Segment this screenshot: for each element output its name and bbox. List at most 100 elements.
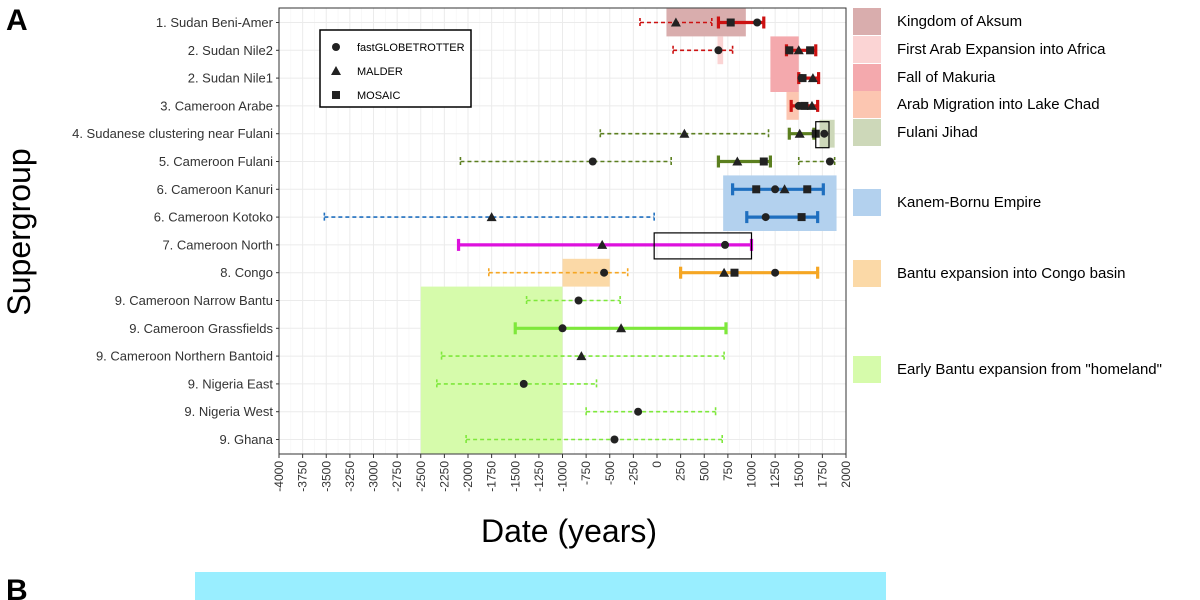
x-tick-labels: -4000 -3750 -3500 -3250 -3000 -2750 -2500 -2250… <box>272 454 853 492</box>
confidence-intervals <box>323 16 836 444</box>
legend-label: MOSAIC <box>357 90 400 102</box>
estimate-square <box>726 18 735 27</box>
period-legend-label: Bantu expansion into Congo basin <box>897 265 1126 282</box>
estimate-circle <box>558 324 567 333</box>
y-tick-label: 9. Nigeria West <box>184 404 273 419</box>
panel-b-bar <box>195 572 886 600</box>
period-legend-swatch <box>853 260 881 287</box>
y-tick-label: 8. Congo <box>220 265 273 280</box>
x-tick-label: -1750 <box>485 461 499 492</box>
estimate-triangle <box>576 351 587 361</box>
legend-key-square <box>332 91 340 99</box>
x-tick-label: -2000 <box>461 461 475 492</box>
x-tick-label: -1250 <box>532 461 546 492</box>
x-tick-label: -250 <box>626 461 640 485</box>
highlight-box <box>815 121 830 149</box>
x-tick-label: 1500 <box>792 461 806 488</box>
estimate-circle <box>771 268 780 277</box>
x-tick-label: -500 <box>603 461 617 485</box>
x-tick-label: 750 <box>721 461 735 481</box>
estimate-circle <box>610 435 619 444</box>
y-tick-label: 9. Cameroon Northern Bantoid <box>96 349 273 364</box>
estimate-circle <box>825 157 834 166</box>
y-tick-label: 6. Cameroon Kanuri <box>157 182 273 197</box>
estimate-square <box>752 185 761 194</box>
y-tick-label: 3. Cameroon Arabe <box>160 98 273 113</box>
y-tick-label: 5. Cameroon Fulani <box>159 154 273 169</box>
estimate-square <box>798 74 807 83</box>
y-tick-label: 9. Cameroon Narrow Bantu <box>115 293 273 308</box>
y-tick-label: 9. Ghana <box>220 432 274 447</box>
period-band <box>770 36 799 92</box>
x-tick-label: -4000 <box>272 461 286 492</box>
y-tick-label: 6. Cameroon Kotoko <box>154 210 273 225</box>
period-legend-swatch <box>853 64 881 91</box>
x-tick-label: 1000 <box>745 461 759 488</box>
legend-key-circle <box>332 43 340 51</box>
x-tick-label: -3750 <box>296 461 310 492</box>
y-tick-labels: 1. Sudan Beni-Amer 2. Sudan Nile2 2. Sudan… <box>72 15 279 447</box>
x-axis-title: Date (years) <box>481 513 657 549</box>
estimate-triangle <box>807 73 818 83</box>
x-tick-label: 0 <box>650 461 664 468</box>
estimate-circle <box>820 129 829 138</box>
period-legend-swatch <box>853 119 881 146</box>
estimate-square <box>803 185 812 194</box>
period-legend-label: Fulani Jihad <box>897 124 978 141</box>
y-tick-label: 4. Sudanese clustering near Fulani <box>72 126 273 141</box>
x-tick-label: 1750 <box>815 461 829 488</box>
period-legend-swatch <box>853 36 881 63</box>
x-tick-label: -2250 <box>437 461 451 492</box>
period-legend-label: Early Bantu expansion from "homeland" <box>897 361 1162 378</box>
period-legend-label: Arab Migration into Lake Chad <box>897 96 1100 113</box>
estimate-triangle <box>486 212 497 222</box>
legend-label: MALDER <box>357 66 403 78</box>
estimate-circle <box>771 185 780 194</box>
x-tick-label: 2000 <box>839 461 853 488</box>
estimate-circle <box>634 407 643 416</box>
panel-label-a: A <box>6 4 28 37</box>
y-axis-title: Supergroup <box>1 148 37 315</box>
estimate-circle <box>753 18 762 27</box>
x-tick-label: -1000 <box>556 461 570 492</box>
estimate-circle <box>721 240 730 249</box>
y-tick-label: 2. Sudan Nile2 <box>188 43 273 58</box>
period-legend-label: Kanem-Bornu Empire <box>897 194 1041 211</box>
highlight-box <box>653 232 753 260</box>
period-legend: Kingdom of Aksum First Arab Expansion int… <box>853 8 1162 383</box>
estimate-circle <box>714 46 723 55</box>
estimate-triangle <box>806 100 817 110</box>
period-legend-swatch <box>853 91 881 118</box>
legend-key-triangle <box>331 66 341 75</box>
x-tick-label: -3500 <box>319 461 333 492</box>
period-band <box>723 175 837 231</box>
period-legend-swatch <box>853 189 881 216</box>
estimate-triangle <box>616 323 627 333</box>
estimate-circle <box>761 213 770 222</box>
estimate-square <box>759 157 768 166</box>
estimate-circle <box>519 379 528 388</box>
estimate-circle <box>574 296 583 305</box>
y-tick-label: 2. Sudan Nile1 <box>188 71 273 86</box>
estimate-triangle <box>597 239 608 249</box>
estimate-square <box>806 46 815 55</box>
estimate-triangle <box>779 184 790 194</box>
period-band <box>420 286 563 454</box>
estimate-square <box>785 46 794 55</box>
x-tick-label: -3000 <box>367 461 381 492</box>
estimate-square <box>800 101 809 110</box>
method-legend-box <box>319 29 472 108</box>
x-tick-label: -2500 <box>414 461 428 492</box>
y-tick-label: 7. Cameroon North <box>162 237 273 252</box>
period-legend-swatch <box>853 356 881 383</box>
period-legend-label: Fall of Makuria <box>897 69 996 86</box>
y-tick-label: 9. Nigeria East <box>188 376 274 391</box>
estimate-triangle <box>679 128 690 138</box>
estimate-triangle <box>794 128 805 138</box>
y-tick-label: 1. Sudan Beni-Amer <box>156 15 274 30</box>
y-tick-label: 9. Cameroon Grassfields <box>129 321 273 336</box>
period-legend-label: First Arab Expansion into Africa <box>897 41 1106 58</box>
legend-label: fastGLOBETROTTER <box>357 42 465 54</box>
